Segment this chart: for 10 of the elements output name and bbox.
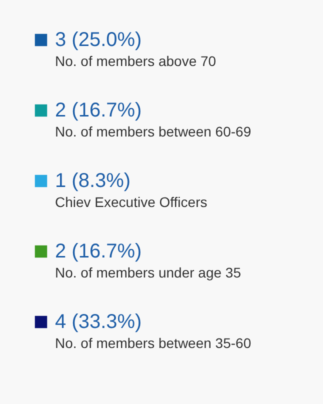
data-label: 2 (16.7%) <box>55 240 142 262</box>
data-label: 3 (25.0%) <box>55 29 142 51</box>
category-label: No. of members under age 35 <box>55 264 242 280</box>
data-label: 4 (33.3%) <box>55 311 142 333</box>
category-label: No. of members between 35-60 <box>55 335 252 351</box>
category-label: No. of members above 70 <box>55 53 216 69</box>
data-label: 1 (8.3%) <box>55 170 131 192</box>
category-label: No. of members between 60-69 <box>55 124 252 140</box>
data-label: 2 (16.7%) <box>55 100 142 122</box>
category-label: Chiev Executive Officers <box>55 194 208 210</box>
